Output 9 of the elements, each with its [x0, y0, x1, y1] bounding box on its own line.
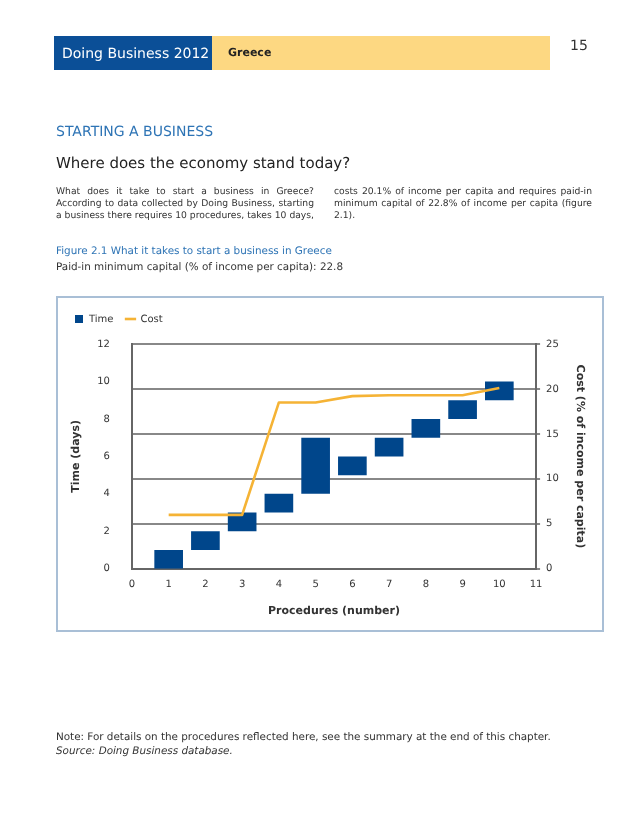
bar	[338, 456, 367, 476]
bar	[485, 381, 514, 401]
bar	[191, 531, 220, 551]
bar	[448, 400, 477, 419]
bar	[301, 437, 330, 494]
bar	[374, 437, 404, 457]
bar	[264, 493, 294, 513]
bar	[154, 550, 183, 569]
bar	[411, 418, 441, 438]
